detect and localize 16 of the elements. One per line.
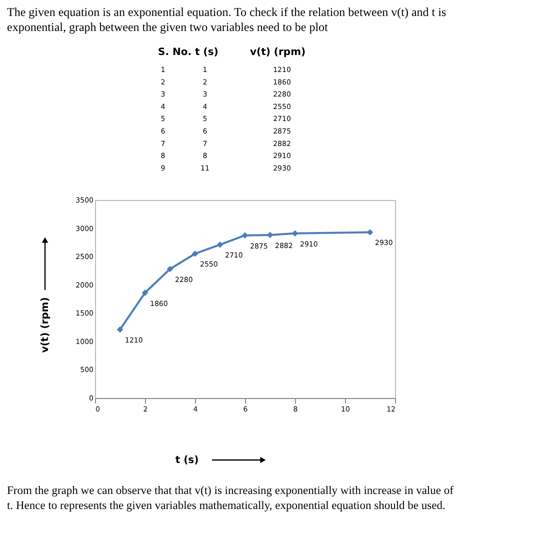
text: t (s) (195, 47, 218, 58)
chart-title: The given equation is an exponential equation. To check if the relation between v(t) and t is exponential, graph between the given two variables need to be plot (7, 5, 446, 34)
x-axis-title: t (s) (175, 455, 199, 466)
point (366, 229, 374, 236)
point (166, 266, 174, 272)
point (116, 326, 124, 333)
point (192, 250, 198, 257)
y-axis-title: v(t) (rpm) (40, 297, 51, 353)
text: v(t) (rpm) (250, 47, 306, 58)
text: S. No. (158, 47, 192, 58)
point (242, 232, 248, 239)
point (266, 232, 274, 238)
point (216, 242, 224, 248)
point (292, 230, 298, 237)
point (142, 290, 148, 296)
text: From the graph we can observe that that v(t) is increasing exponentially with increase in value of t. Hence to represents the given variables mathematically, exponential equation should be used. (7, 485, 454, 512)
